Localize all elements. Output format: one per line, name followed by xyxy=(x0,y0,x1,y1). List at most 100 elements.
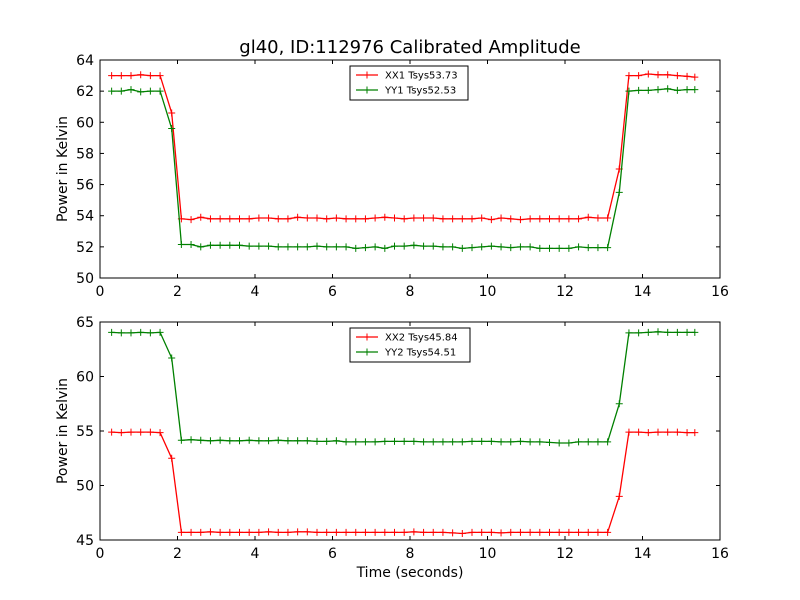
data-point xyxy=(313,242,321,250)
data-point xyxy=(216,241,224,249)
data-point xyxy=(644,86,652,94)
data-point xyxy=(497,243,505,251)
data-point xyxy=(664,328,672,336)
legend: XX2 Tsys45.84 YY2 Tsys54.51 xyxy=(349,327,471,363)
x-tick-label: 6 xyxy=(328,284,337,300)
data-point xyxy=(420,242,428,250)
y-axis-label: Power in Kelvin xyxy=(55,116,71,222)
legend-label: YY2 Tsys54.51 xyxy=(384,348,456,359)
data-point xyxy=(108,72,116,80)
data-point xyxy=(177,241,185,249)
data-point xyxy=(429,214,437,222)
data-point xyxy=(117,429,125,437)
data-point xyxy=(565,439,573,447)
data-point xyxy=(615,188,623,196)
x-tick-label: 8 xyxy=(406,284,415,300)
y-tick-label: 52 xyxy=(76,240,94,256)
x-tick-label: 16 xyxy=(711,284,729,300)
data-point xyxy=(449,438,457,446)
data-point xyxy=(625,428,633,436)
data-point xyxy=(664,85,672,93)
data-point xyxy=(507,244,515,252)
data-point xyxy=(536,244,544,252)
legend-marker xyxy=(363,86,371,94)
data-point xyxy=(391,242,398,250)
data-point xyxy=(226,241,234,249)
data-point xyxy=(584,438,592,446)
data-point xyxy=(546,244,553,252)
data-point xyxy=(255,214,263,222)
data-point xyxy=(216,215,224,223)
data-point xyxy=(323,528,331,536)
data-point xyxy=(429,438,437,446)
data-point xyxy=(108,87,116,95)
data-point xyxy=(468,244,476,252)
data-point xyxy=(284,528,292,536)
data-point xyxy=(236,437,243,445)
data-point xyxy=(303,437,311,445)
data-point xyxy=(156,87,164,95)
axes-frame xyxy=(99,59,721,279)
data-point xyxy=(625,87,633,95)
legend-box xyxy=(349,327,471,363)
data-point xyxy=(146,87,154,95)
data-point xyxy=(691,429,699,437)
data-point xyxy=(526,528,534,536)
data-point xyxy=(342,528,350,536)
data-point xyxy=(594,438,602,446)
data-point xyxy=(274,215,282,223)
x-tick-label: 16 xyxy=(711,546,729,562)
data-point xyxy=(516,437,524,445)
data-point xyxy=(146,72,154,80)
data-point xyxy=(604,244,612,252)
data-point xyxy=(371,214,379,222)
data-point xyxy=(497,438,505,446)
data-point xyxy=(516,528,524,536)
legend-label: YY1 Tsys52.53 xyxy=(384,86,456,97)
x-tick-label: 8 xyxy=(406,546,415,562)
x-tick-label: 14 xyxy=(634,284,652,300)
data-point xyxy=(429,242,437,250)
data-point xyxy=(361,215,369,223)
data-point xyxy=(255,242,263,250)
data-point xyxy=(410,437,418,445)
data-point xyxy=(127,72,135,80)
y-tick-label: 50 xyxy=(76,479,94,495)
data-point xyxy=(371,528,379,536)
data-point xyxy=(108,428,116,436)
data-point xyxy=(284,437,292,445)
data-point xyxy=(206,215,214,223)
data-point xyxy=(168,454,176,462)
data-point xyxy=(187,528,195,536)
data-point xyxy=(575,215,583,223)
data-point xyxy=(478,243,486,251)
data-point xyxy=(400,242,408,250)
data-point xyxy=(156,72,164,80)
x-tick-label: 10 xyxy=(479,546,497,562)
data-point xyxy=(323,215,331,223)
data-point xyxy=(156,328,164,336)
data-point xyxy=(226,215,234,223)
data-point xyxy=(420,438,428,446)
data-point xyxy=(146,428,154,436)
data-point xyxy=(226,528,234,536)
data-point xyxy=(439,438,447,446)
data-point xyxy=(197,213,205,221)
data-point xyxy=(352,244,360,252)
data-point xyxy=(226,437,234,445)
axes-frame xyxy=(99,321,721,541)
data-point xyxy=(604,438,612,446)
data-point xyxy=(177,528,185,536)
data-point xyxy=(303,243,311,251)
legend-marker xyxy=(363,348,371,356)
data-point xyxy=(536,215,544,223)
data-point xyxy=(458,529,466,537)
data-point xyxy=(673,328,681,336)
data-point xyxy=(245,215,253,223)
data-point xyxy=(303,214,311,222)
data-point xyxy=(615,400,623,408)
data-point xyxy=(361,244,369,252)
data-point xyxy=(439,215,447,223)
data-point xyxy=(615,492,623,500)
data-point xyxy=(575,528,583,536)
